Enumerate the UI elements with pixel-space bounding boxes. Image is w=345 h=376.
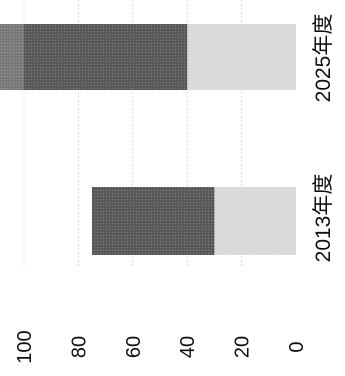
y-axis-tick-labels: 020406080100120140 [14,330,308,363]
category-label: 2025年度 [312,14,335,103]
category-label: 2013年度 [312,174,335,263]
y-tick-label: 60 [123,336,145,358]
bar-segment [187,24,296,90]
bar-segment [92,187,215,255]
bars [0,24,296,255]
y-tick-label: 20 [232,336,254,358]
category-labels: 2013年度 2025年度 [312,14,335,263]
bar-segment [0,24,24,90]
y-tick-label: 80 [68,336,90,358]
y-tick-label: 100 [14,330,36,363]
y-tick-label: 0 [286,341,308,352]
bar-segment [24,24,188,90]
y-tick-label: 40 [177,336,199,358]
bar-segment [214,187,296,255]
